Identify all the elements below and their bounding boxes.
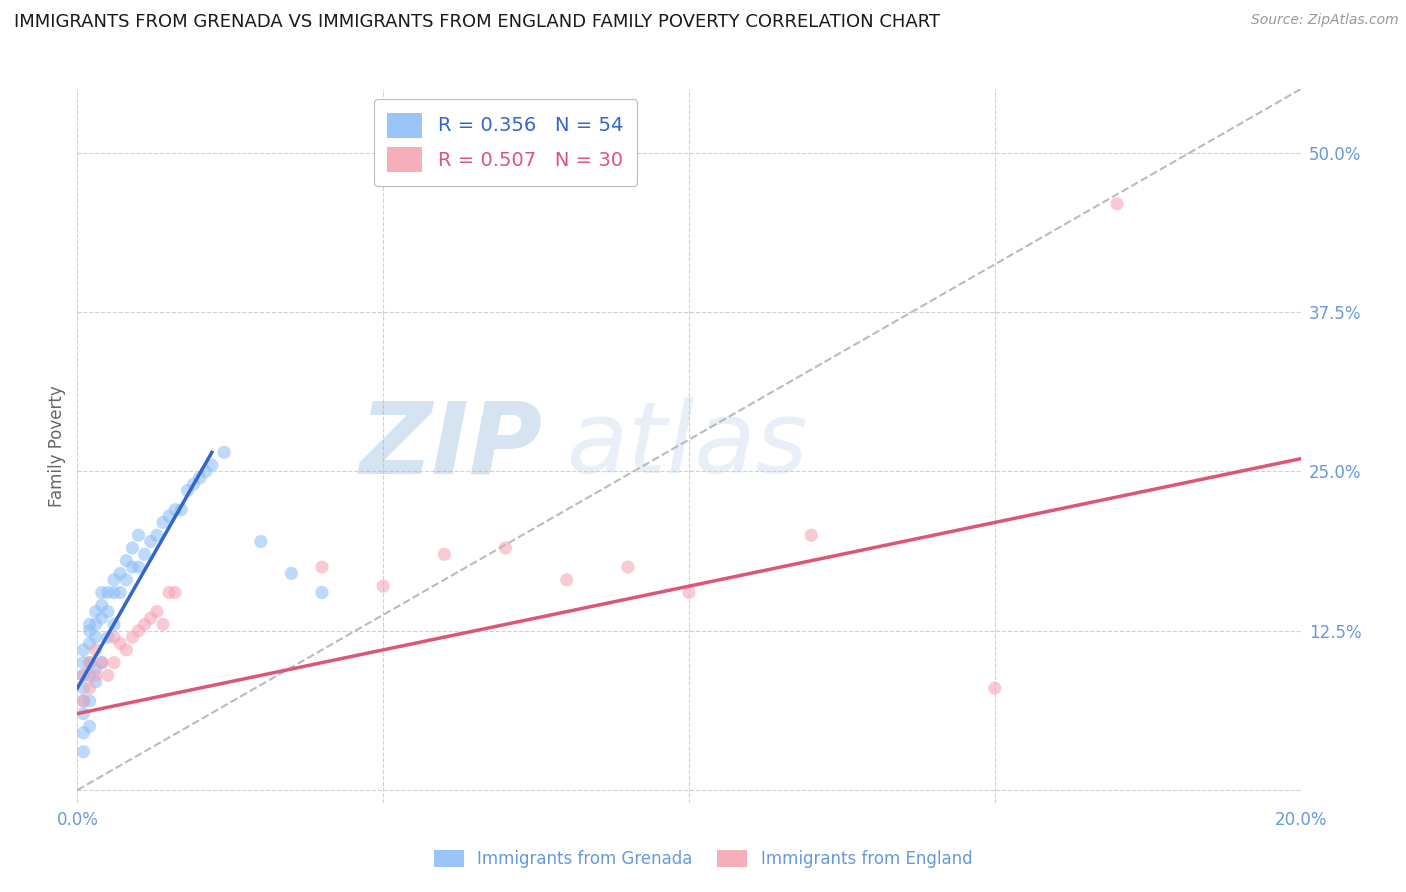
Y-axis label: Family Poverty: Family Poverty bbox=[48, 385, 66, 507]
Point bbox=[97, 630, 120, 644]
Point bbox=[79, 656, 101, 670]
Point bbox=[555, 573, 578, 587]
Point bbox=[84, 605, 107, 619]
Point bbox=[97, 585, 120, 599]
Point bbox=[121, 560, 143, 574]
Point bbox=[139, 534, 162, 549]
Point bbox=[108, 585, 131, 599]
Point bbox=[72, 694, 94, 708]
Legend: Immigrants from Grenada, Immigrants from England: Immigrants from Grenada, Immigrants from… bbox=[427, 843, 979, 875]
Point bbox=[84, 662, 107, 676]
Point bbox=[152, 617, 174, 632]
Text: atlas: atlas bbox=[567, 398, 808, 494]
Point bbox=[183, 477, 205, 491]
Point bbox=[311, 560, 333, 574]
Point bbox=[79, 636, 101, 650]
Point bbox=[170, 502, 193, 516]
Point bbox=[84, 674, 107, 689]
Point bbox=[90, 656, 112, 670]
Point bbox=[79, 656, 101, 670]
Point bbox=[84, 643, 107, 657]
Point bbox=[800, 528, 823, 542]
Point bbox=[678, 585, 700, 599]
Point bbox=[90, 656, 112, 670]
Point bbox=[84, 617, 107, 632]
Point bbox=[146, 605, 169, 619]
Point bbox=[617, 560, 640, 574]
Point bbox=[201, 458, 224, 472]
Point bbox=[127, 560, 149, 574]
Point bbox=[72, 694, 94, 708]
Point bbox=[165, 502, 187, 516]
Point bbox=[97, 605, 120, 619]
Point bbox=[984, 681, 1007, 695]
Point bbox=[79, 624, 101, 638]
Point bbox=[115, 554, 138, 568]
Point bbox=[108, 636, 131, 650]
Point bbox=[127, 624, 149, 638]
Point bbox=[157, 585, 180, 599]
Point bbox=[139, 611, 162, 625]
Point bbox=[72, 725, 94, 739]
Point bbox=[72, 668, 94, 682]
Point bbox=[79, 719, 101, 733]
Point bbox=[103, 630, 125, 644]
Point bbox=[72, 643, 94, 657]
Point bbox=[79, 694, 101, 708]
Point bbox=[97, 668, 120, 682]
Point bbox=[72, 745, 94, 759]
Point bbox=[72, 656, 94, 670]
Point bbox=[72, 706, 94, 721]
Text: Source: ZipAtlas.com: Source: ZipAtlas.com bbox=[1251, 13, 1399, 28]
Point bbox=[84, 630, 107, 644]
Legend: R = 0.356   N = 54, R = 0.507   N = 30: R = 0.356 N = 54, R = 0.507 N = 30 bbox=[374, 99, 637, 186]
Point bbox=[115, 573, 138, 587]
Point bbox=[280, 566, 302, 581]
Point bbox=[311, 585, 333, 599]
Text: IMMIGRANTS FROM GRENADA VS IMMIGRANTS FROM ENGLAND FAMILY POVERTY CORRELATION CH: IMMIGRANTS FROM GRENADA VS IMMIGRANTS FR… bbox=[14, 13, 941, 31]
Point bbox=[121, 541, 143, 555]
Point bbox=[79, 617, 101, 632]
Point bbox=[176, 483, 198, 498]
Point bbox=[134, 617, 156, 632]
Point bbox=[188, 471, 211, 485]
Point bbox=[103, 585, 125, 599]
Point bbox=[103, 617, 125, 632]
Point bbox=[495, 541, 517, 555]
Point bbox=[146, 528, 169, 542]
Point bbox=[90, 611, 112, 625]
Point bbox=[103, 656, 125, 670]
Point bbox=[103, 573, 125, 587]
Point bbox=[1107, 197, 1129, 211]
Point bbox=[79, 668, 101, 682]
Point bbox=[90, 585, 112, 599]
Point bbox=[108, 566, 131, 581]
Point bbox=[121, 630, 143, 644]
Point bbox=[90, 599, 112, 613]
Point bbox=[371, 579, 394, 593]
Point bbox=[79, 681, 101, 695]
Point bbox=[212, 445, 235, 459]
Text: ZIP: ZIP bbox=[359, 398, 543, 494]
Point bbox=[250, 534, 273, 549]
Point bbox=[127, 528, 149, 542]
Point bbox=[72, 681, 94, 695]
Point bbox=[134, 547, 156, 561]
Point bbox=[194, 465, 217, 479]
Point bbox=[72, 668, 94, 682]
Point bbox=[152, 516, 174, 530]
Point bbox=[157, 509, 180, 524]
Point bbox=[165, 585, 187, 599]
Point bbox=[115, 643, 138, 657]
Point bbox=[433, 547, 456, 561]
Point bbox=[84, 668, 107, 682]
